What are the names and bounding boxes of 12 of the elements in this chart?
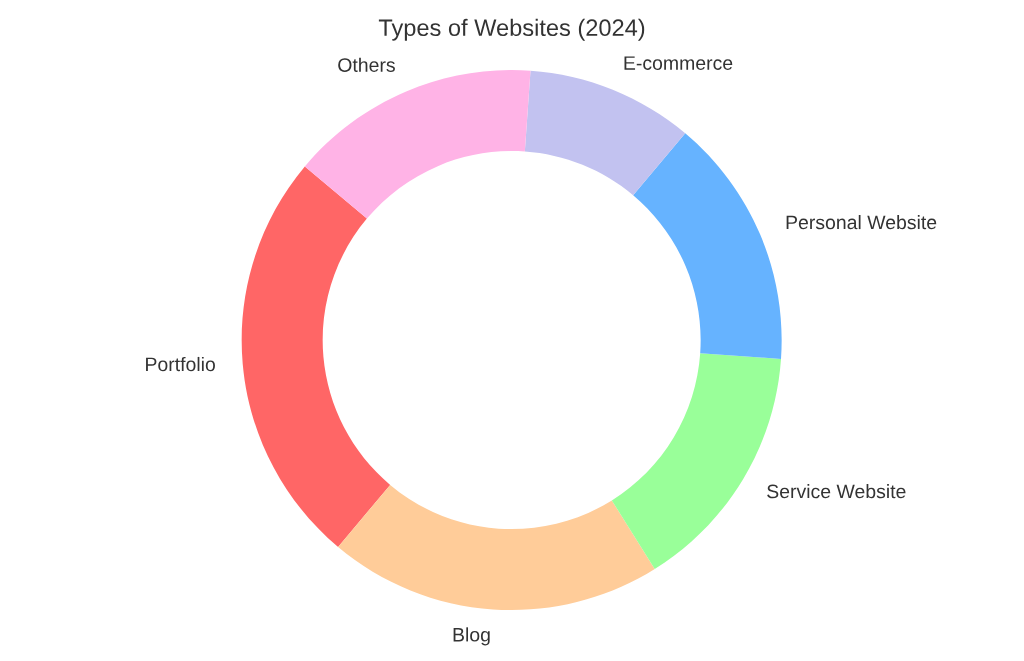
donut-slice	[241, 166, 391, 547]
donut-slice	[633, 133, 782, 359]
donut-slice	[338, 484, 655, 611]
slice-label: Others	[338, 57, 395, 72]
donut-slice	[304, 70, 531, 219]
slice-label: E-commerce	[624, 56, 733, 70]
slice-label: Blog	[453, 627, 490, 646]
slice-label: Service Website	[767, 484, 906, 499]
donut-slice	[524, 70, 686, 196]
slice-label: Portfolio	[146, 356, 215, 372]
chart-title: Types of Websites (2024)	[378, 18, 645, 41]
slice-label: Personal Website	[786, 214, 937, 230]
